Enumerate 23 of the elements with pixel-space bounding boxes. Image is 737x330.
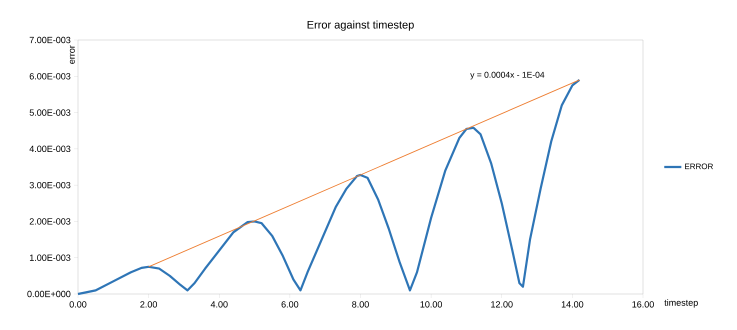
x-axis-title: timestep [664, 299, 698, 308]
y-tick-label: 5.00E-003 [30, 109, 70, 116]
y-tick-label: 4.00E-003 [29, 146, 70, 152]
x-tick-label: 4.00 [210, 301, 228, 308]
line-series [76, 78, 581, 296]
chart-title: Error against timestep [308, 20, 414, 31]
y-axis-title: error [70, 45, 75, 64]
y-tick-label: 0.00E+000 [27, 290, 70, 298]
x-tick-label: 12.00 [491, 301, 513, 308]
x-tick-label: 0.00 [70, 301, 86, 308]
x-tick-label: 8.00 [352, 301, 369, 308]
y-tick-label: 7.00E-003 [30, 36, 70, 44]
x-tick-label: 16.00 [632, 301, 654, 308]
annotation: y = 0.0004x - 1E-04 [470, 72, 544, 80]
x-tick-label: 10.00 [420, 301, 442, 308]
legend-label: ERROR [685, 164, 713, 170]
y-tick-label: 2.00E-003 [30, 218, 70, 225]
y-tick-label: 6.00E-003 [30, 73, 70, 80]
x-tick-label: 14.00 [562, 301, 584, 308]
y-tick-label: 3.00E-003 [30, 182, 70, 188]
y-tick-label: 1.00E-003 [30, 254, 70, 261]
x-tick-label: 2.00 [140, 301, 158, 308]
x-tick-label: 6.00 [282, 301, 298, 308]
